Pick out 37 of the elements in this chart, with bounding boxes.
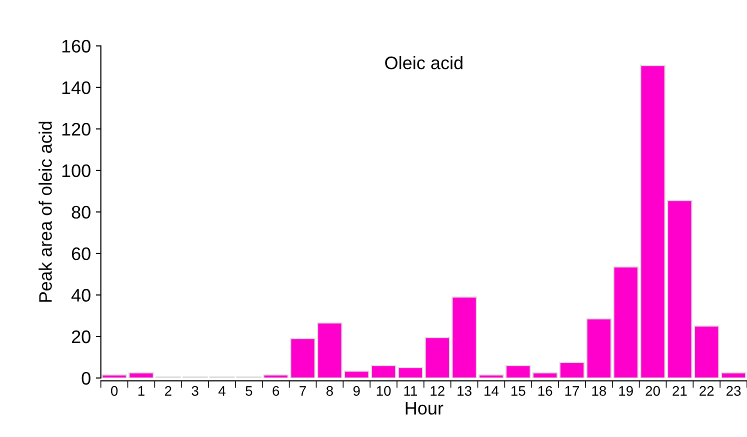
x-tick-label: 5: [246, 386, 252, 396]
y-tick-label: 0: [82, 372, 90, 385]
y-tick-label: 20: [72, 330, 90, 344]
x-tick-label: 17: [565, 386, 580, 396]
x-axis-title: Hour: [406, 402, 444, 415]
y-tick-label: 80: [72, 206, 90, 219]
x-tick-label: 16: [538, 386, 552, 396]
y-tick-label: 100: [62, 164, 90, 178]
x-tick-label: 1: [138, 386, 144, 396]
y-tick-label: 40: [71, 288, 90, 302]
x-tick-label: 18: [592, 386, 606, 396]
x-tick-label: 11: [404, 386, 417, 396]
y-tick-label: 60: [72, 247, 90, 260]
y-axis-title: Peak area of oleic acid: [38, 122, 52, 302]
x-tick-label: 7: [300, 386, 306, 396]
x-tick-label: 19: [619, 386, 633, 396]
x-tick-label: 21: [672, 386, 687, 396]
bar: [559, 362, 585, 378]
x-tick-label: 15: [511, 386, 526, 396]
x-tick-label: 13: [458, 386, 472, 396]
y-tick-label: 120: [62, 122, 90, 136]
x-tick-label: 10: [376, 386, 391, 396]
x-tick-label: 22: [700, 386, 714, 396]
x-tick-label: 2: [164, 386, 172, 396]
x-tick-label: 6: [272, 386, 280, 396]
x-tick-label: 14: [484, 386, 499, 396]
x-tick-label: 0: [110, 386, 118, 396]
x-tick-label: 9: [353, 386, 360, 396]
chart-title: Oleic acid: [385, 56, 462, 70]
x-tick-label: 4: [218, 386, 226, 396]
x-tick-label: 20: [646, 386, 660, 396]
x-tick-label: 23: [726, 386, 741, 396]
x-tick-label: 8: [326, 386, 333, 396]
x-tick-label: 12: [430, 386, 444, 396]
y-tick-label: 140: [62, 81, 90, 94]
x-tick-label: 3: [192, 386, 198, 396]
y-tick-label: 160: [62, 40, 90, 53]
